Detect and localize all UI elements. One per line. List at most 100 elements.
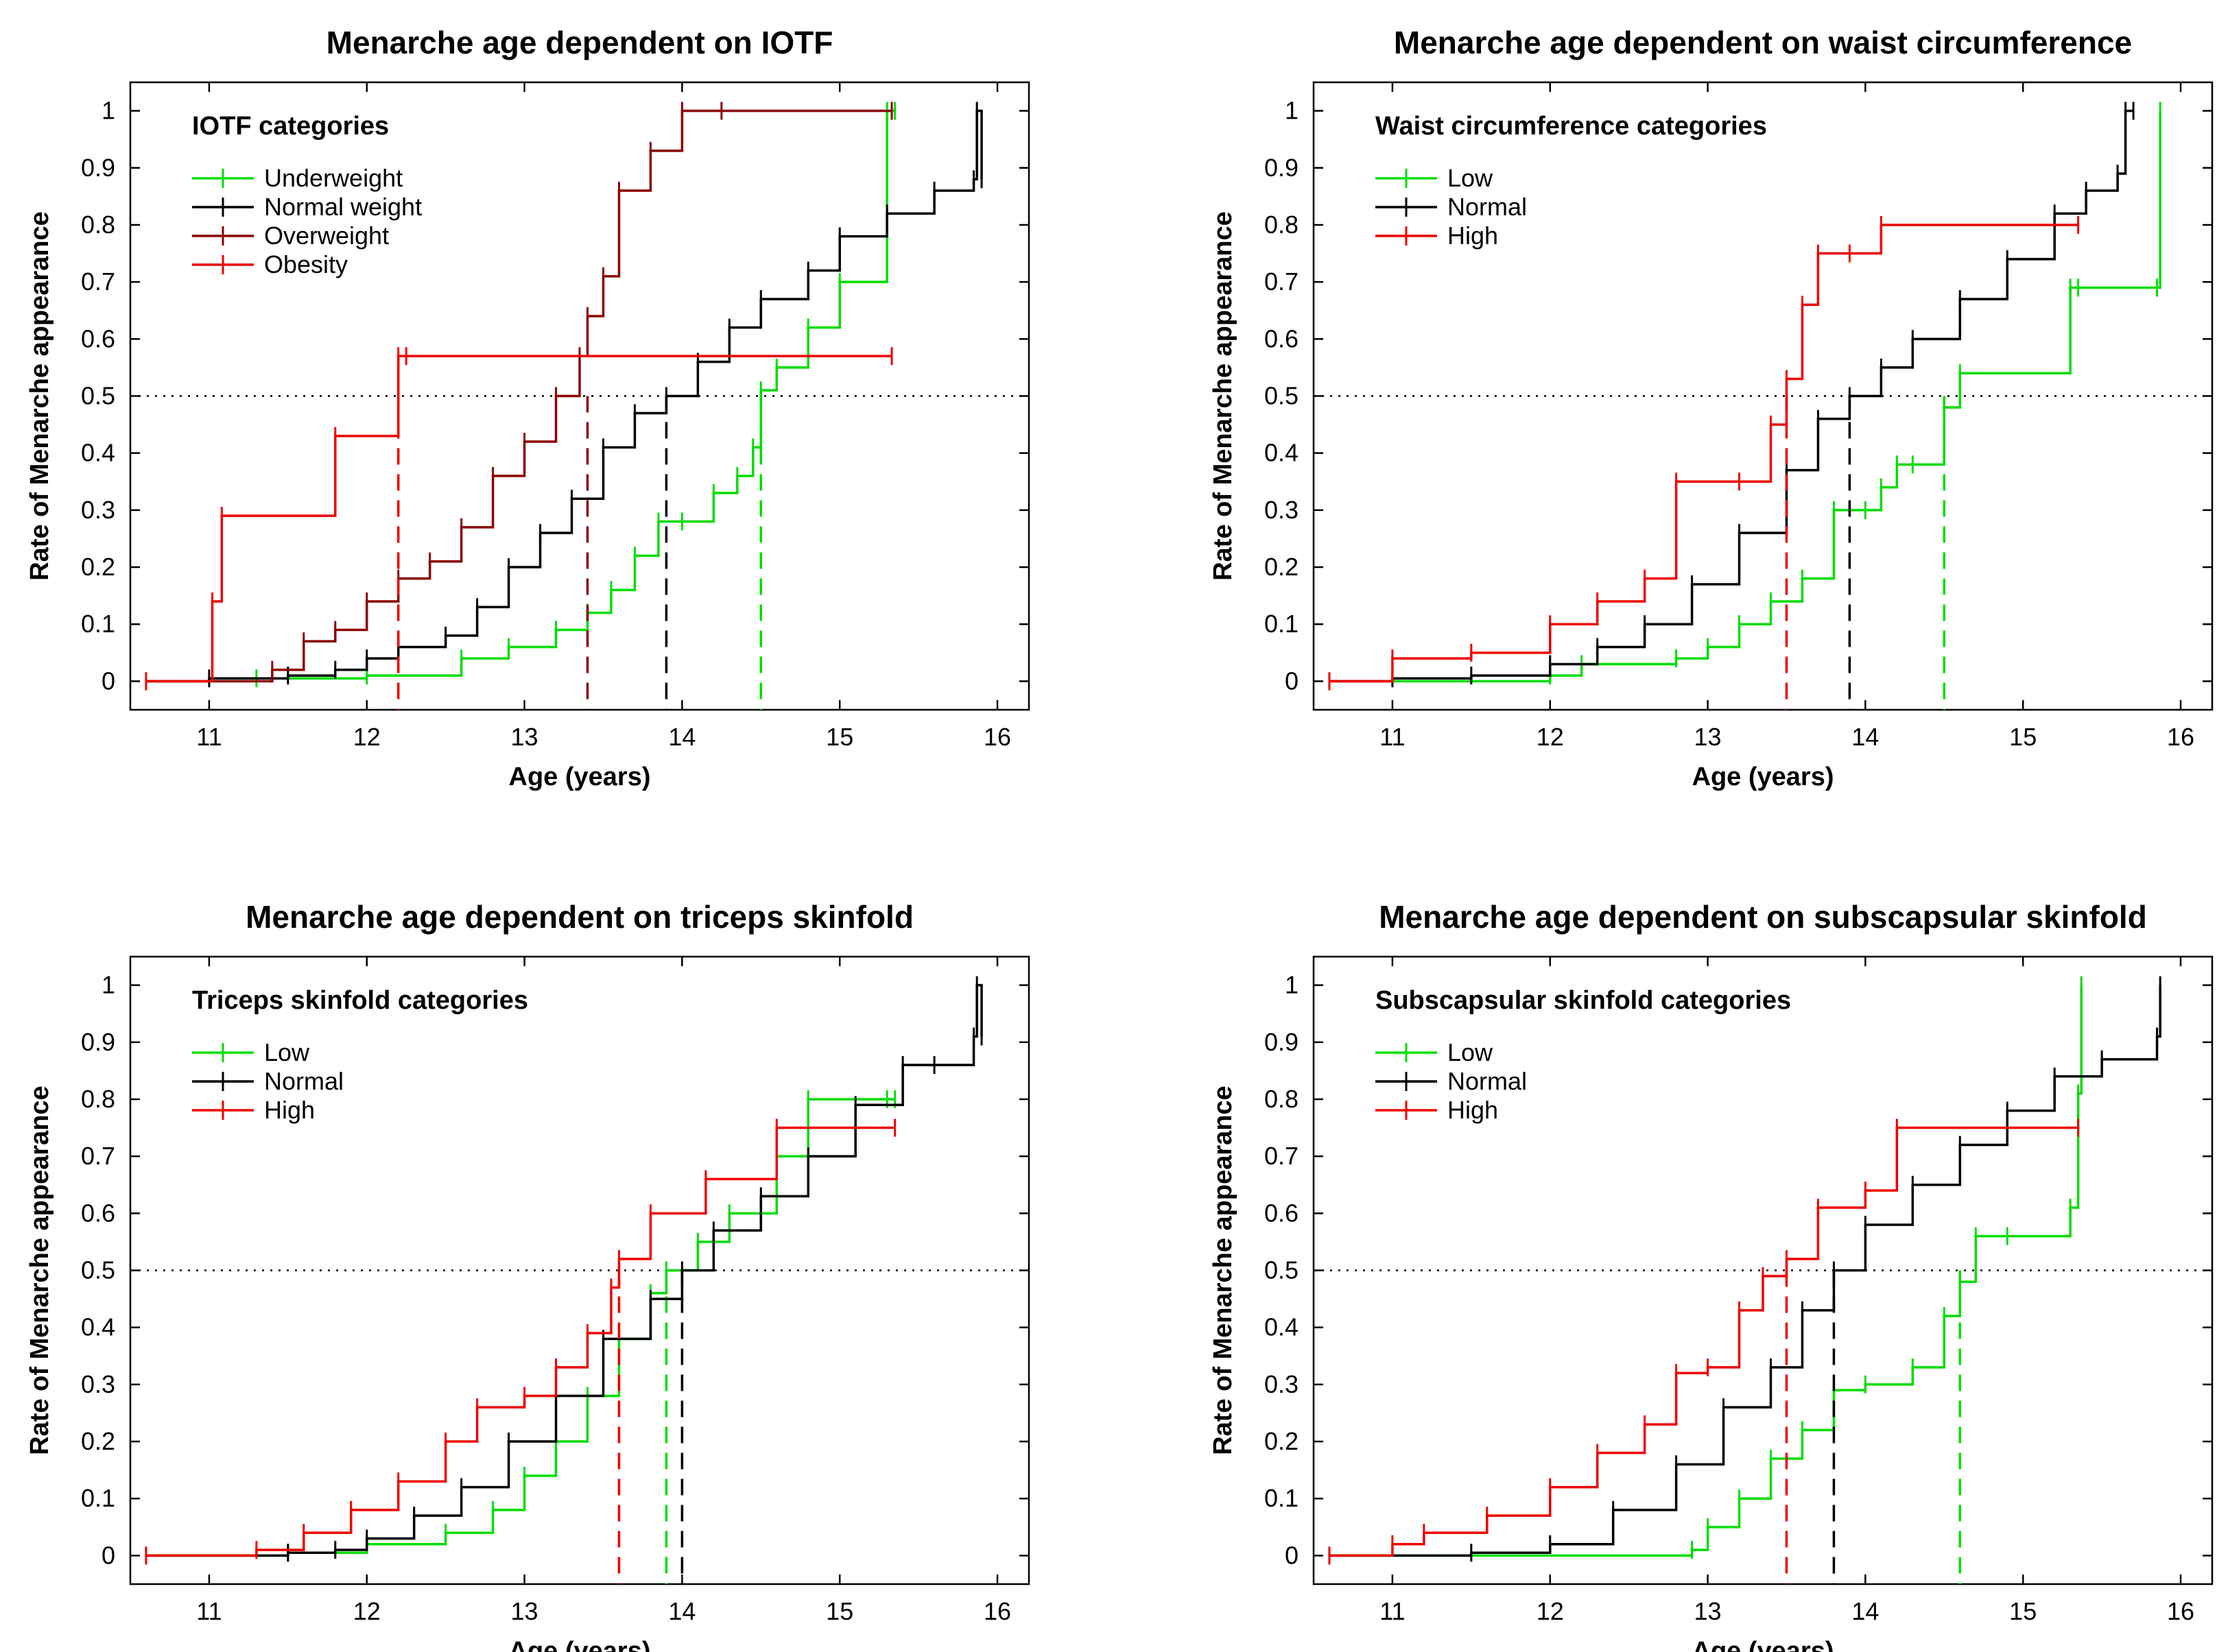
x-tick-label: 13: [1694, 723, 1722, 751]
x-tick-label: 14: [1851, 723, 1879, 751]
y-tick-label: 0.5: [81, 1256, 115, 1284]
y-tick-label: 0.5: [81, 382, 115, 410]
y-tick-label: 0.6: [1264, 1199, 1299, 1227]
y-tick-label: 0.1: [81, 1484, 115, 1512]
legend-entry: Normal weight: [264, 193, 422, 221]
x-axis-label: Age (years): [1692, 1637, 1834, 1652]
y-tick-label: 0.5: [1264, 382, 1299, 410]
series-line-normal: [1329, 109, 2134, 683]
y-axis-label: Rate of Menarche appearance: [25, 211, 54, 581]
y-tick-label: 0.3: [1264, 496, 1299, 524]
legend-title: IOTF categories: [192, 112, 389, 141]
legend-entry: Underweight: [264, 164, 403, 192]
y-tick-label: 0.9: [81, 154, 115, 182]
x-tick-label: 14: [1851, 1597, 1879, 1625]
y-tick-label: 0.3: [1264, 1370, 1299, 1398]
y-tick-label: 0.4: [81, 439, 115, 467]
y-tick-label: 1: [1285, 971, 1299, 999]
x-tick-label: 11: [196, 723, 222, 751]
y-axis-label: Rate of Menarche appearance: [1209, 211, 1237, 581]
legend-entry: Low: [1447, 164, 1493, 192]
y-tick-label: 0.4: [1264, 1313, 1299, 1341]
y-tick-label: 0: [1285, 667, 1299, 695]
chart-title: Menarche age dependent on triceps skinfo…: [246, 899, 914, 935]
y-tick-label: 0: [102, 667, 115, 695]
x-axis-label: Age (years): [1692, 763, 1834, 791]
x-tick-label: 11: [196, 1597, 222, 1625]
series-line-high: [1329, 1126, 2078, 1557]
legend-entry: Normal: [1447, 193, 1527, 221]
x-tick-label: 13: [1694, 1597, 1722, 1625]
chart-panel-1: Menarche age dependent on IOTF 11 12 13 14 15…: [25, 25, 1030, 791]
chart-title: Menarche age dependent on waist circumfe…: [1394, 25, 2132, 60]
x-tick-label: 15: [826, 1597, 853, 1625]
y-tick-label: 0.3: [81, 1370, 115, 1398]
legend-entry: Low: [264, 1038, 310, 1066]
chart-panel-4: Menarche age dependent on subscapsular s…: [1209, 899, 2214, 1652]
x-tick-label: 16: [2167, 723, 2194, 751]
y-axis-label: Rate of Menarche appearance: [25, 1086, 54, 1455]
y-tick-label: 0.9: [1264, 154, 1299, 182]
y-tick-label: 0.6: [81, 1199, 115, 1227]
legend-entry: Normal: [264, 1067, 344, 1095]
y-tick-label: 0.2: [81, 1427, 115, 1455]
y-tick-label: 0.2: [1264, 1427, 1299, 1455]
y-tick-label: 1: [102, 97, 115, 125]
y-tick-label: 0.1: [1264, 1484, 1299, 1512]
legend-entry: Low: [1447, 1038, 1493, 1066]
y-tick-label: 0.7: [1264, 1142, 1299, 1170]
y-tick-label: 1: [1285, 97, 1299, 125]
y-tick-label: 0.2: [1264, 553, 1299, 581]
y-tick-label: 0.6: [81, 324, 115, 352]
y-axis-label: Rate of Menarche appearance: [1209, 1086, 1237, 1455]
legend-entry: Normal: [1447, 1067, 1527, 1095]
legend-title: Triceps skinfold categories: [192, 986, 528, 1015]
x-tick-label: 14: [668, 1597, 696, 1625]
series-line-high: [145, 1126, 895, 1557]
y-tick-label: 0.8: [1264, 1085, 1299, 1113]
y-tick-label: 0.9: [1264, 1028, 1299, 1056]
y-tick-label: 0.3: [81, 496, 115, 524]
y-tick-label: 0.6: [1264, 324, 1299, 352]
y-tick-label: 0.2: [81, 553, 115, 581]
x-tick-label: 11: [1379, 723, 1405, 751]
x-tick-label: 12: [353, 723, 381, 751]
legend-entry: Overweight: [264, 222, 389, 250]
series-line-low: [145, 1098, 895, 1557]
y-tick-label: 0.8: [81, 211, 115, 239]
x-tick-label: 12: [1537, 1597, 1564, 1625]
x-tick-label: 16: [984, 723, 1011, 751]
x-tick-label: 15: [2009, 723, 2037, 751]
x-tick-label: 15: [2009, 1597, 2037, 1625]
y-tick-label: 0.7: [81, 267, 115, 296]
y-tick-label: 0.7: [81, 1142, 115, 1170]
chart-panel-2: Menarche age dependent on waist circumfe…: [1209, 25, 2214, 791]
y-tick-label: 0: [102, 1541, 115, 1569]
legend-title: Waist circumference categories: [1375, 112, 1767, 141]
y-tick-label: 0.7: [1264, 267, 1299, 296]
x-tick-label: 14: [668, 723, 696, 751]
chart-title: Menarche age dependent on subscapsular s…: [1379, 899, 2147, 935]
x-axis-label: Age (years): [509, 763, 651, 791]
x-tick-label: 15: [826, 723, 853, 751]
x-axis-label: Age (years): [509, 1637, 651, 1652]
series-line-obesity: [145, 355, 892, 683]
y-tick-label: 0.8: [81, 1085, 115, 1113]
chart-panel-3: Menarche age dependent on triceps skinfo…: [25, 899, 1030, 1652]
x-tick-label: 13: [511, 723, 538, 751]
y-tick-label: 0.5: [1264, 1256, 1299, 1284]
x-tick-label: 12: [353, 1597, 381, 1625]
y-tick-label: 0.1: [1264, 610, 1299, 638]
x-tick-label: 16: [984, 1597, 1011, 1625]
y-tick-label: 0.4: [81, 1313, 115, 1341]
series-line-normal: [145, 983, 983, 1557]
chart-title: Menarche age dependent on IOTF: [327, 25, 833, 60]
y-tick-label: 0.8: [1264, 211, 1299, 239]
series-line-low: [1329, 985, 2083, 1557]
x-tick-label: 16: [2167, 1597, 2194, 1625]
legend-entry: High: [1447, 1096, 1498, 1124]
x-tick-label: 12: [1537, 723, 1564, 751]
x-tick-label: 13: [511, 1597, 538, 1625]
y-tick-label: 0.9: [81, 1028, 115, 1056]
